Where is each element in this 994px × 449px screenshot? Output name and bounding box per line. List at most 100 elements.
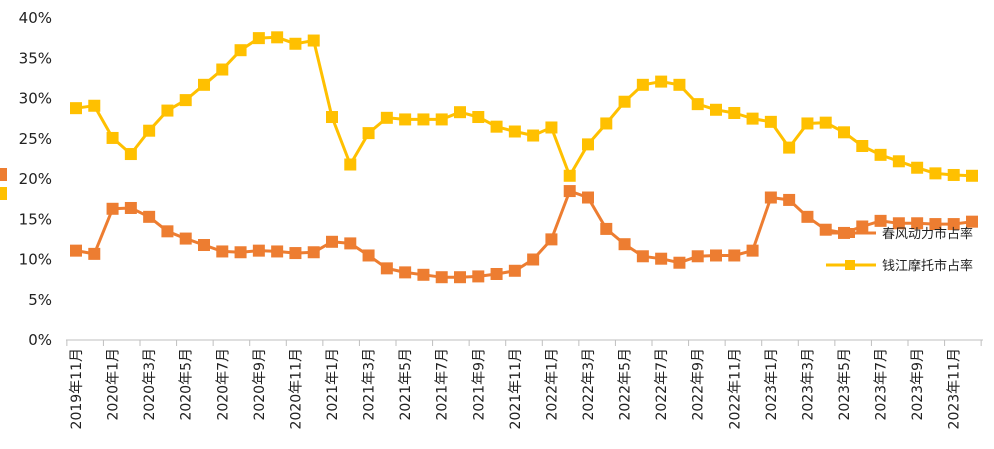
data-point [234, 44, 247, 57]
data-point [819, 116, 832, 129]
x-tick-label: 2020年7月 [215, 348, 231, 421]
data-point [508, 264, 521, 277]
data-point [435, 113, 448, 126]
data-point [563, 185, 576, 198]
data-point [161, 225, 174, 238]
data-point [380, 111, 393, 124]
data-point [472, 111, 485, 124]
legend-stub-marker [0, 187, 7, 200]
series-line [75, 35, 973, 178]
data-point [710, 249, 722, 262]
data-point [527, 129, 540, 142]
data-point [472, 270, 485, 283]
data-point [70, 244, 82, 257]
x-tick-label: 2022年11月 [727, 348, 743, 429]
data-point [673, 78, 686, 91]
legend-stub-marker [0, 168, 7, 181]
data-point [929, 167, 942, 180]
data-point [929, 218, 942, 231]
x-tick-label: 2020年3月 [142, 348, 158, 421]
data-point [874, 148, 887, 161]
x-tick-label: 2023年1月 [764, 348, 780, 421]
data-point [252, 32, 265, 45]
data-point [947, 218, 960, 231]
legend-label: 春风动力市占率 [882, 226, 973, 242]
x-tick-label: 2022年5月 [618, 348, 634, 421]
data-point [271, 31, 284, 44]
data-point [636, 78, 649, 91]
x-axis-tick-marks [66, 340, 982, 346]
x-tick-label: 2023年9月 [910, 348, 926, 421]
y-axis-tick-labels: 0% 5% 10% 15% 20% 25% 30% 35% 40% [19, 9, 52, 349]
data-point [545, 121, 558, 134]
data-point [88, 247, 101, 260]
data-point [143, 124, 156, 137]
data-point [582, 138, 594, 151]
data-point [947, 168, 960, 181]
data-point [143, 210, 156, 223]
legend-marker [845, 260, 855, 270]
data-point [728, 249, 741, 262]
data-point [600, 222, 613, 235]
data-point [618, 238, 631, 251]
data-point [892, 155, 905, 168]
series-2 [70, 31, 978, 182]
data-point [783, 141, 796, 154]
data-point [88, 99, 101, 112]
y-tick-label: 15% [19, 210, 52, 228]
x-tick-label: 2022年1月 [544, 348, 560, 421]
data-point [673, 256, 686, 269]
data-point [307, 34, 320, 47]
data-point [783, 193, 796, 206]
data-point [728, 106, 741, 119]
data-point [344, 237, 357, 250]
data-point [856, 139, 869, 152]
y-tick-label: 30% [19, 90, 52, 108]
data-point [106, 131, 119, 144]
y-tick-label: 0% [28, 331, 52, 349]
data-point [399, 266, 412, 279]
data-point [179, 94, 192, 107]
data-point [801, 117, 814, 130]
data-point [326, 235, 338, 248]
series-1 [70, 185, 978, 284]
data-point [362, 127, 375, 140]
data-point [289, 247, 302, 260]
x-tick-label: 2020年11月 [288, 348, 304, 429]
data-point [582, 191, 594, 204]
data-point [966, 215, 978, 228]
data-point [764, 191, 777, 204]
x-tick-label: 2020年9月 [252, 348, 268, 421]
data-point [271, 245, 284, 258]
x-tick-label: 2019年11月 [69, 348, 85, 429]
data-point [527, 253, 540, 266]
y-tick-label: 40% [19, 9, 52, 27]
data-point [691, 98, 704, 111]
data-point [307, 246, 320, 259]
data-point [911, 161, 924, 174]
data-point [380, 262, 393, 275]
data-point [508, 125, 521, 138]
x-tick-label: 2022年3月 [581, 348, 597, 421]
x-tick-label: 2022年9月 [691, 348, 707, 421]
data-point [344, 158, 357, 171]
data-point [70, 102, 82, 115]
data-point [161, 104, 174, 117]
data-point [454, 271, 466, 284]
data-point [252, 244, 265, 257]
data-point [966, 169, 978, 182]
data-point [124, 148, 137, 161]
data-point [399, 113, 412, 126]
data-point [710, 103, 722, 116]
data-point [545, 233, 558, 246]
x-tick-label: 2020年5月 [179, 348, 195, 421]
x-tick-label: 2023年3月 [800, 348, 816, 421]
data-point [490, 267, 503, 280]
y-tick-label: 5% [28, 291, 52, 309]
data-point [106, 202, 119, 215]
x-tick-label: 2021年11月 [508, 348, 524, 429]
data-point [216, 63, 229, 76]
x-tick-label: 2020年1月 [106, 348, 122, 421]
data-point [838, 126, 850, 139]
